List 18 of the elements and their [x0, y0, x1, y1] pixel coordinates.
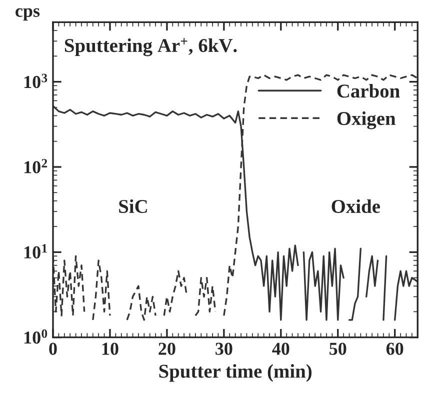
legend-label: Carbon [337, 84, 400, 98]
x-tick-label: 60 [386, 342, 404, 355]
y-tick-label: 10$^{3}$ [24, 74, 48, 88]
x-axis-title: Sputter time (min) [159, 364, 312, 382]
x-tick-label: 20 [158, 342, 176, 355]
annotation: SiC [119, 199, 147, 214]
x-tick-label: 30 [216, 342, 232, 355]
y-tick-label: 10$^{1}$ [24, 244, 47, 258]
x-tick-label: 40 [272, 342, 290, 355]
annotation: Sputtering Ar$^{+}$, 6kV. [64, 38, 237, 56]
annotation: Oxide [332, 199, 380, 214]
y-tick-label: 10$^{2}$ [24, 158, 48, 174]
x-tick-label: 50 [330, 342, 346, 355]
legend-label: Oxigen [337, 111, 396, 130]
x-tick-label: 10 [102, 342, 118, 355]
y-axis-title: cps [16, 8, 40, 21]
y-tick-label: 10$^{0}$ [24, 329, 48, 344]
x-tick-label: 0 [49, 342, 57, 355]
